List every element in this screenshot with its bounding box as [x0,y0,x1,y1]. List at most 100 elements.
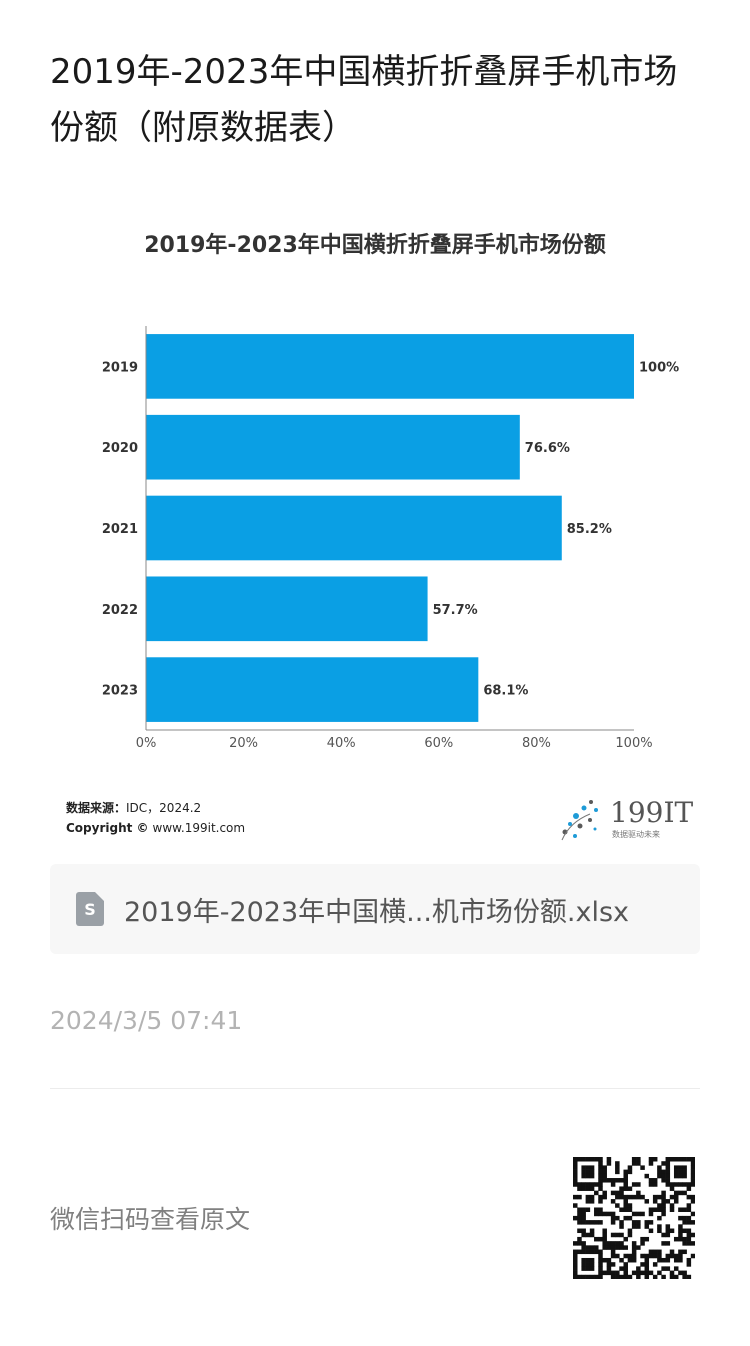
qr-module [577,1207,582,1212]
qr-module [657,1249,662,1255]
qr-module [581,1262,586,1267]
qr-module [627,1207,633,1212]
qr-module [573,1241,578,1246]
category-label-2020: 2020 [102,441,138,456]
qr-module [573,1157,578,1162]
qr-module [598,1165,603,1170]
qr-module [640,1253,645,1259]
qr-module [661,1169,666,1175]
qr-module [598,1253,603,1259]
copyright-label: Copyright © [66,821,149,835]
qr-module [640,1270,645,1276]
qr-module [682,1236,687,1242]
qr-module [585,1266,591,1271]
qr-module [619,1194,624,1200]
qr-module [594,1249,599,1255]
qr-module [644,1173,650,1179]
qr-module [661,1190,666,1196]
qr-module [631,1270,637,1276]
qr-module [606,1270,612,1276]
qr-module [631,1182,637,1187]
qr-module [682,1173,687,1179]
qr-module [585,1207,591,1212]
qr-module [657,1257,662,1263]
qr-module [636,1245,641,1250]
qr-module [661,1207,666,1212]
value-label-2019: 100% [639,360,679,375]
qr-module [636,1161,641,1166]
qr-module [678,1253,683,1259]
qr-module [652,1157,658,1162]
qr-module [594,1207,599,1212]
qr-module [585,1173,591,1179]
qr-module [606,1211,612,1217]
qr-module [577,1215,582,1221]
qr-module [652,1249,658,1255]
qr-module [589,1199,595,1204]
qr-module [648,1249,654,1255]
qr-module [615,1274,620,1279]
bar-2023 [146,657,479,722]
qr-module [602,1257,607,1263]
qr-module [577,1249,582,1255]
qr-module [623,1194,628,1200]
qr-module [682,1220,687,1225]
x-tick-0: 0% [136,736,157,751]
qr-module [640,1262,645,1267]
qr-module [573,1203,578,1208]
qr-module [589,1228,595,1234]
qr-module [644,1274,650,1279]
qr-module [673,1257,679,1263]
qr-module [598,1266,603,1271]
qr-module [673,1194,679,1200]
qr-module [589,1266,595,1271]
divider [50,1088,700,1089]
qr-module [594,1190,599,1196]
qr-module [573,1194,578,1200]
qr-module [581,1182,586,1187]
qr-module [577,1274,582,1279]
qr-module [678,1190,683,1196]
qr-module [598,1249,603,1255]
spreadsheet-file-icon: S [76,892,104,926]
qr-module [669,1203,675,1208]
qr-module [644,1220,650,1225]
qr-module [652,1182,658,1187]
qr-module [648,1220,654,1225]
qr-module [690,1165,695,1170]
qr-module [585,1157,591,1162]
qr-module [602,1228,607,1234]
qr-module [589,1165,595,1170]
qr-module [636,1220,641,1225]
qr-module [581,1232,586,1238]
qr-module [577,1236,582,1242]
qr-module [581,1241,586,1246]
qr-module [661,1232,666,1238]
qr-module [661,1211,666,1217]
qr-module [598,1236,603,1242]
qr-module [636,1211,641,1217]
bar-chart: 2019年-2023年中国横折折叠屏手机市场份额 2019 100% 2020 76.… [66,232,694,841]
qr-module [673,1274,679,1279]
qr-module [589,1220,595,1225]
qr-module [686,1262,692,1267]
attachment-file-card[interactable]: S 2019年-2023年中国横...机市场份额.xlsx [50,864,700,954]
qr-module [610,1274,616,1279]
qr-module [585,1262,591,1267]
qr-module [652,1274,658,1279]
qr-module [682,1190,687,1196]
qr-module [623,1199,628,1204]
qr-module [669,1249,675,1255]
qr-module [585,1245,591,1250]
qr-module [640,1236,645,1242]
qr-module [598,1178,603,1183]
qr-module [610,1241,616,1246]
qr-module [669,1194,675,1200]
qr-module [585,1194,591,1200]
qr-module [690,1241,695,1246]
qr-module [678,1249,683,1255]
qr-module [623,1274,628,1279]
qr-module [615,1245,620,1250]
qr-code-icon[interactable] [573,1157,695,1279]
qr-module [669,1270,675,1276]
